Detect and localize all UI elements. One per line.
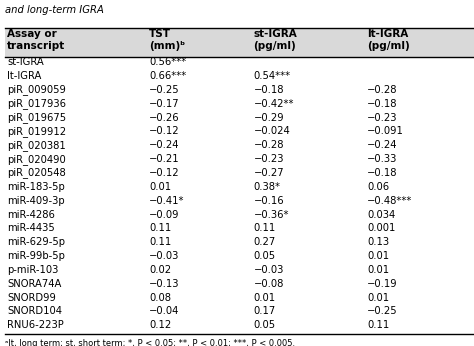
Text: piR_019675: piR_019675 bbox=[7, 112, 66, 123]
Text: −0.12: −0.12 bbox=[149, 168, 180, 178]
Text: piR_017936: piR_017936 bbox=[7, 98, 66, 109]
Text: 0.17: 0.17 bbox=[254, 307, 276, 316]
Text: 0.01: 0.01 bbox=[367, 293, 390, 302]
Text: −0.18: −0.18 bbox=[367, 168, 398, 178]
Text: 0.56***: 0.56*** bbox=[149, 57, 187, 67]
Text: −0.18: −0.18 bbox=[254, 85, 284, 95]
Text: −0.18: −0.18 bbox=[367, 99, 398, 109]
Text: −0.25: −0.25 bbox=[367, 307, 398, 316]
Text: st-IGRA: st-IGRA bbox=[7, 57, 44, 67]
Text: RNU6-223P: RNU6-223P bbox=[7, 320, 64, 330]
Text: −0.16: −0.16 bbox=[254, 196, 284, 206]
Text: −0.12: −0.12 bbox=[149, 127, 180, 136]
Text: 0.12: 0.12 bbox=[149, 320, 172, 330]
Text: ᵃlt, long term; st, short term; *, P < 0.05; **, P < 0.01; ***, P < 0.005.: ᵃlt, long term; st, short term; *, P < 0… bbox=[5, 339, 295, 346]
Text: −0.04: −0.04 bbox=[149, 307, 180, 316]
Text: −0.23: −0.23 bbox=[254, 154, 284, 164]
Text: piR_020381: piR_020381 bbox=[7, 140, 66, 151]
Text: −0.13: −0.13 bbox=[149, 279, 180, 289]
Text: 0.05: 0.05 bbox=[254, 320, 276, 330]
Text: piR_020490: piR_020490 bbox=[7, 154, 66, 165]
Text: 0.11: 0.11 bbox=[254, 224, 276, 233]
Text: 0.001: 0.001 bbox=[367, 224, 396, 233]
Text: 0.01: 0.01 bbox=[254, 293, 276, 302]
Text: −0.29: −0.29 bbox=[254, 113, 284, 122]
Text: −0.28: −0.28 bbox=[367, 85, 398, 95]
Text: 0.05: 0.05 bbox=[254, 251, 276, 261]
Text: 0.01: 0.01 bbox=[149, 182, 172, 192]
Text: miR-183-5p: miR-183-5p bbox=[7, 182, 65, 192]
Text: 0.01: 0.01 bbox=[367, 251, 390, 261]
Text: −0.091: −0.091 bbox=[367, 127, 404, 136]
Text: miR-4286: miR-4286 bbox=[7, 210, 55, 219]
Text: −0.42**: −0.42** bbox=[254, 99, 294, 109]
Text: 0.01: 0.01 bbox=[367, 265, 390, 275]
Text: −0.28: −0.28 bbox=[254, 140, 284, 150]
Text: piR_009059: piR_009059 bbox=[7, 84, 66, 95]
Text: −0.08: −0.08 bbox=[254, 279, 284, 289]
Text: −0.024: −0.024 bbox=[254, 127, 291, 136]
Text: 0.54***: 0.54*** bbox=[254, 71, 291, 81]
Text: 0.11: 0.11 bbox=[149, 237, 172, 247]
Text: −0.09: −0.09 bbox=[149, 210, 180, 219]
Text: −0.48***: −0.48*** bbox=[367, 196, 413, 206]
Text: −0.24: −0.24 bbox=[367, 140, 398, 150]
Text: −0.19: −0.19 bbox=[367, 279, 398, 289]
Text: 0.02: 0.02 bbox=[149, 265, 172, 275]
Text: p-miR-103: p-miR-103 bbox=[7, 265, 58, 275]
Text: −0.26: −0.26 bbox=[149, 113, 180, 122]
Text: −0.03: −0.03 bbox=[254, 265, 284, 275]
Text: SNORD104: SNORD104 bbox=[7, 307, 62, 316]
Text: st-IGRA
(pg/ml): st-IGRA (pg/ml) bbox=[254, 29, 297, 51]
Text: lt-IGRA
(pg/ml): lt-IGRA (pg/ml) bbox=[367, 29, 410, 51]
Text: −0.24: −0.24 bbox=[149, 140, 180, 150]
Text: miR-629-5p: miR-629-5p bbox=[7, 237, 65, 247]
Text: 0.11: 0.11 bbox=[367, 320, 390, 330]
Text: Assay or
transcript: Assay or transcript bbox=[7, 29, 65, 51]
Text: −0.25: −0.25 bbox=[149, 85, 180, 95]
Text: −0.17: −0.17 bbox=[149, 99, 180, 109]
Text: −0.03: −0.03 bbox=[149, 251, 180, 261]
Text: −0.41*: −0.41* bbox=[149, 196, 185, 206]
Text: 0.034: 0.034 bbox=[367, 210, 396, 219]
Text: −0.36*: −0.36* bbox=[254, 210, 289, 219]
Text: 0.06: 0.06 bbox=[367, 182, 390, 192]
Text: 0.11: 0.11 bbox=[149, 224, 172, 233]
Text: TST
(mm)ᵇ: TST (mm)ᵇ bbox=[149, 29, 185, 51]
Text: miR-409-3p: miR-409-3p bbox=[7, 196, 65, 206]
Text: piR_019912: piR_019912 bbox=[7, 126, 66, 137]
Text: lt-IGRA: lt-IGRA bbox=[7, 71, 42, 81]
Text: −0.21: −0.21 bbox=[149, 154, 180, 164]
Text: SNORA74A: SNORA74A bbox=[7, 279, 62, 289]
Text: 0.38*: 0.38* bbox=[254, 182, 281, 192]
Text: miR-99b-5p: miR-99b-5p bbox=[7, 251, 65, 261]
Text: piR_020548: piR_020548 bbox=[7, 167, 66, 179]
Text: −0.33: −0.33 bbox=[367, 154, 398, 164]
Text: miR-4435: miR-4435 bbox=[7, 224, 55, 233]
Text: 0.66***: 0.66*** bbox=[149, 71, 187, 81]
Text: 0.27: 0.27 bbox=[254, 237, 276, 247]
Text: and long-term IGRA: and long-term IGRA bbox=[5, 5, 104, 15]
Text: 0.13: 0.13 bbox=[367, 237, 390, 247]
Text: SNORD99: SNORD99 bbox=[7, 293, 56, 302]
Text: 0.08: 0.08 bbox=[149, 293, 171, 302]
Text: −0.23: −0.23 bbox=[367, 113, 398, 122]
Text: −0.27: −0.27 bbox=[254, 168, 284, 178]
